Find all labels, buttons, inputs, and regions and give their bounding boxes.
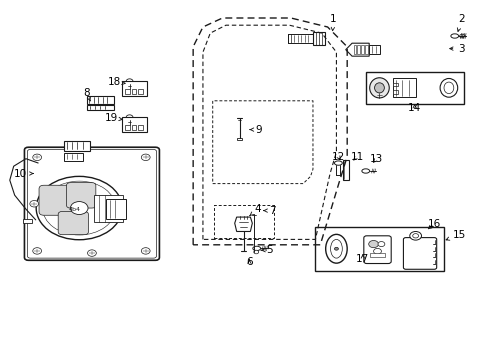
Ellipse shape [141,248,150,254]
Ellipse shape [459,34,464,38]
Ellipse shape [369,78,388,98]
Text: 4b4: 4b4 [68,207,80,212]
Bar [124,125,129,130]
Text: 2: 2 [456,14,464,31]
Bar [106,199,125,219]
Bar [23,220,32,223]
Text: 15: 15 [445,230,466,240]
Ellipse shape [443,82,453,94]
Text: 4: 4 [249,204,261,216]
Ellipse shape [409,231,421,240]
Ellipse shape [42,181,116,235]
Ellipse shape [450,34,458,38]
Bar [369,253,384,257]
Bar [237,138,242,140]
Text: 18: 18 [108,77,125,87]
Bar [312,32,324,45]
FancyBboxPatch shape [58,212,88,235]
Ellipse shape [30,201,39,207]
Bar [392,78,415,97]
FancyBboxPatch shape [66,183,96,208]
Bar [365,45,367,54]
Bar [87,105,114,110]
Ellipse shape [374,83,384,93]
Ellipse shape [334,161,342,165]
Text: 14: 14 [407,103,421,113]
Text: 8: 8 [83,88,90,101]
Text: 11: 11 [349,152,363,162]
Bar [361,45,364,54]
FancyBboxPatch shape [39,185,72,215]
Bar [353,45,356,54]
Text: 5: 5 [261,245,273,255]
Ellipse shape [373,248,381,254]
Bar [315,227,443,271]
Text: 17: 17 [355,254,369,264]
Bar [138,89,143,94]
Bar [122,117,146,132]
Bar [131,89,136,94]
FancyBboxPatch shape [403,238,436,269]
Ellipse shape [33,154,41,161]
Ellipse shape [252,246,260,251]
Text: 10: 10 [14,168,33,179]
Bar [63,141,90,151]
Bar [368,45,379,54]
Bar [365,72,463,104]
Text: 9: 9 [249,125,262,135]
Bar [392,83,397,86]
Ellipse shape [377,242,384,247]
FancyBboxPatch shape [27,149,156,258]
Bar [131,125,136,130]
Ellipse shape [141,154,150,161]
Bar [138,125,143,130]
Bar [343,160,348,180]
Bar [357,45,360,54]
Ellipse shape [412,234,418,238]
Ellipse shape [361,169,369,173]
Bar [392,90,397,94]
Bar [87,96,114,104]
Ellipse shape [70,202,88,215]
Ellipse shape [253,250,258,254]
Ellipse shape [126,115,133,120]
Ellipse shape [334,247,338,250]
Text: 13: 13 [369,154,383,164]
Text: 19: 19 [104,113,122,123]
Text: 16: 16 [427,219,440,229]
Ellipse shape [87,250,96,256]
Text: 3: 3 [449,44,464,54]
Text: 7: 7 [263,206,276,216]
Ellipse shape [36,176,122,240]
Ellipse shape [126,79,133,84]
Bar [122,81,146,96]
Bar [94,195,123,222]
Ellipse shape [325,234,346,263]
Text: 12: 12 [331,152,345,162]
Ellipse shape [439,78,457,97]
FancyBboxPatch shape [24,147,159,260]
Ellipse shape [368,240,378,248]
FancyBboxPatch shape [363,236,390,264]
Text: 6: 6 [245,257,252,267]
Bar [287,34,317,43]
Ellipse shape [33,248,41,254]
Ellipse shape [330,239,342,258]
Text: 1: 1 [329,14,336,31]
Bar [63,153,83,161]
Bar [124,89,129,94]
